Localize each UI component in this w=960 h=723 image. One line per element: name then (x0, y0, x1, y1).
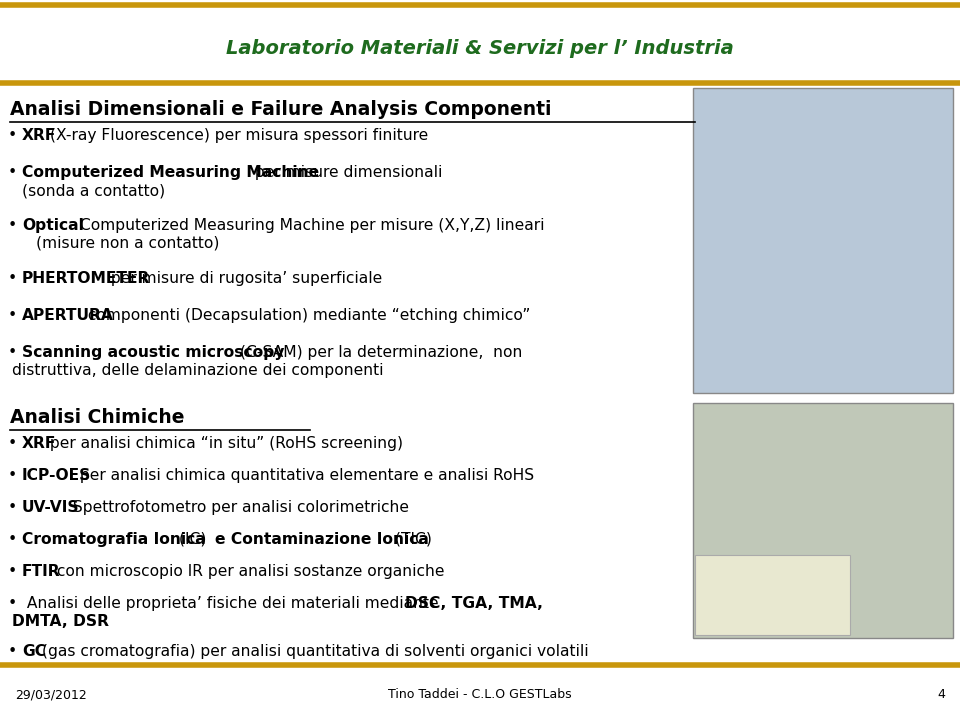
Text: XRF: XRF (22, 436, 57, 451)
Text: •: • (8, 128, 17, 143)
Text: •: • (8, 532, 17, 547)
Text: Analisi Dimensionali e Failure Analysis Componenti: Analisi Dimensionali e Failure Analysis … (10, 100, 551, 119)
Text: Computerized Measuring Machine per misure (X,Y,Z) lineari: Computerized Measuring Machine per misur… (75, 218, 545, 233)
Text: XRF: XRF (22, 128, 57, 143)
Text: •: • (8, 596, 17, 611)
Text: Computerized Measuring Machine: Computerized Measuring Machine (22, 165, 319, 180)
Text: Analisi Chimiche: Analisi Chimiche (10, 408, 184, 427)
Text: •: • (8, 500, 17, 515)
Text: Analisi delle proprieta’ fisiche dei materiali mediante: Analisi delle proprieta’ fisiche dei mat… (22, 596, 444, 611)
Text: Tino Taddei - C.L.O GESTLabs: Tino Taddei - C.L.O GESTLabs (388, 688, 572, 701)
Text: Optical: Optical (22, 218, 84, 233)
Text: •: • (8, 218, 17, 233)
Text: FTIR: FTIR (22, 564, 60, 579)
Text: •: • (8, 165, 17, 180)
Text: e Contaminazione Ionica: e Contaminazione Ionica (215, 532, 428, 547)
Bar (695, 555, 850, 635)
Text: 4: 4 (937, 688, 945, 701)
Text: DSC, TGA, TMA,: DSC, TGA, TMA, (405, 596, 543, 611)
Text: (TIC): (TIC) (390, 532, 432, 547)
Text: APERTURA: APERTURA (22, 308, 114, 323)
Text: Cromatografia Ionica: Cromatografia Ionica (22, 532, 205, 547)
Text: •: • (8, 271, 17, 286)
Text: (IC): (IC) (175, 532, 211, 547)
Text: ICP-OES: ICP-OES (22, 468, 91, 483)
Bar (693, 403, 953, 638)
Text: Scanning acoustic microscopy: Scanning acoustic microscopy (22, 345, 284, 360)
Text: 29/03/2012: 29/03/2012 (15, 688, 86, 701)
Text: distruttiva, delle delaminazione dei componenti: distruttiva, delle delaminazione dei com… (12, 363, 383, 378)
Text: Laboratorio Materiali & Servizi per l’ Industria: Laboratorio Materiali & Servizi per l’ I… (227, 38, 733, 58)
Text: per misure dimensionali: per misure dimensionali (251, 165, 443, 180)
Text: UV-VIS: UV-VIS (22, 500, 80, 515)
Text: •: • (8, 436, 17, 451)
Text: (sonda a contatto): (sonda a contatto) (22, 183, 165, 198)
Text: per misure di rugosita’ superficiale: per misure di rugosita’ superficiale (106, 271, 382, 286)
Text: (X-ray Fluorescence) per misura spessori finiture: (X-ray Fluorescence) per misura spessori… (45, 128, 428, 143)
Text: (misure non a contatto): (misure non a contatto) (36, 236, 220, 251)
Text: •: • (8, 644, 17, 659)
Bar (693, 88, 953, 393)
Text: •: • (8, 345, 17, 360)
Text: (C-SAM) per la determinazione,  non: (C-SAM) per la determinazione, non (235, 345, 522, 360)
Text: per analisi chimica “in situ” (RoHS screening): per analisi chimica “in situ” (RoHS scre… (45, 436, 403, 451)
Text: componenti (Decapsulation) mediante “etching chimico”: componenti (Decapsulation) mediante “etc… (83, 308, 530, 323)
Text: con microscopio IR per analisi sostanze organiche: con microscopio IR per analisi sostanze … (53, 564, 445, 579)
Text: Spettrofotometro per analisi colorimetriche: Spettrofotometro per analisi colorimetri… (68, 500, 409, 515)
Text: PHERTOMETER: PHERTOMETER (22, 271, 151, 286)
Text: per analisi chimica quantitativa elementare e analisi RoHS: per analisi chimica quantitativa element… (75, 468, 535, 483)
Text: •: • (8, 468, 17, 483)
Text: •: • (8, 308, 17, 323)
Text: •: • (8, 564, 17, 579)
Text: (gas cromatografia) per analisi quantitativa di solventi organici volatili: (gas cromatografia) per analisi quantita… (37, 644, 588, 659)
Text: DMTA, DSR: DMTA, DSR (12, 614, 109, 629)
Text: GC: GC (22, 644, 46, 659)
